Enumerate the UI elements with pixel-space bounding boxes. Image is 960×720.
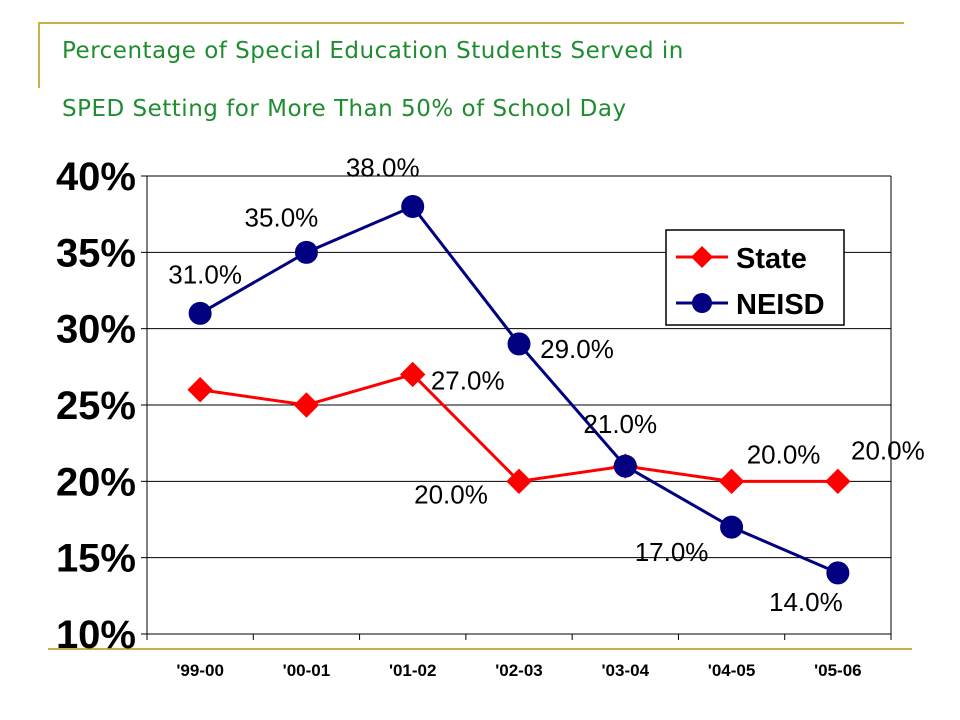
legend-marker-neisd (692, 293, 712, 313)
data-label-state-5: 20.0% (747, 439, 821, 469)
x-tick-label-1: '00-01 (283, 661, 331, 680)
point-state-0 (187, 377, 213, 403)
point-neisd-6 (826, 561, 850, 585)
point-neisd-0 (188, 301, 212, 325)
data-label-neisd-3: 29.0% (540, 334, 614, 364)
legend-label-state: State (736, 243, 807, 275)
y-tick-label-2: 20% (56, 460, 136, 504)
x-tick-label-3: '02-03 (495, 661, 543, 680)
point-state-6 (825, 468, 851, 495)
x-tick-label-5: '04-05 (708, 661, 756, 680)
data-label-neisd-6: 14.0% (769, 587, 843, 617)
bottom-rule (48, 648, 912, 650)
x-tick-label-6: '05-06 (814, 661, 862, 680)
point-neisd-2 (401, 195, 425, 219)
point-state-3 (506, 468, 532, 495)
data-label-neisd-4: 21.0% (583, 409, 657, 439)
point-neisd-5 (720, 515, 744, 539)
data-label-state-6: 20.0% (851, 435, 925, 465)
legend-label-neisd: NEISD (736, 289, 825, 321)
legend-marker-state (691, 246, 713, 268)
series-line-state (199, 372, 838, 483)
point-state-1 (293, 392, 320, 418)
y-tick-label-0: 10% (56, 613, 136, 657)
data-label-state-3: 20.0% (414, 479, 488, 509)
y-tick-label-3: 25% (56, 384, 136, 428)
y-tick-label-4: 30% (56, 308, 136, 352)
data-label-neisd-0: 31.0% (168, 259, 242, 289)
y-tick-label-6: 40% (56, 155, 136, 199)
x-tick-label-0: '99-00 (176, 661, 224, 680)
data-label-neisd-1: 35.0% (245, 202, 319, 232)
point-state-2 (400, 361, 426, 388)
title-line-1: Percentage of Special Education Students… (62, 38, 684, 64)
x-tick-label-4: '03-04 (602, 661, 650, 680)
point-neisd-1 (294, 240, 318, 264)
data-label-neisd-2: 38.0% (346, 153, 420, 183)
data-label-state-2: 27.0% (431, 365, 505, 395)
point-neisd-3 (507, 332, 531, 356)
y-tick-label-5: 35% (56, 231, 136, 275)
point-neisd-4 (613, 454, 637, 478)
y-tick-label-1: 15% (56, 537, 136, 581)
left-rule (38, 22, 40, 88)
x-tick-label-2: '01-02 (389, 661, 437, 680)
top-rule (38, 22, 904, 24)
data-label-neisd-5: 17.0% (635, 537, 709, 567)
point-state-5 (718, 468, 745, 495)
title-line-2: SPED Setting for More Than 50% of School… (62, 96, 627, 122)
